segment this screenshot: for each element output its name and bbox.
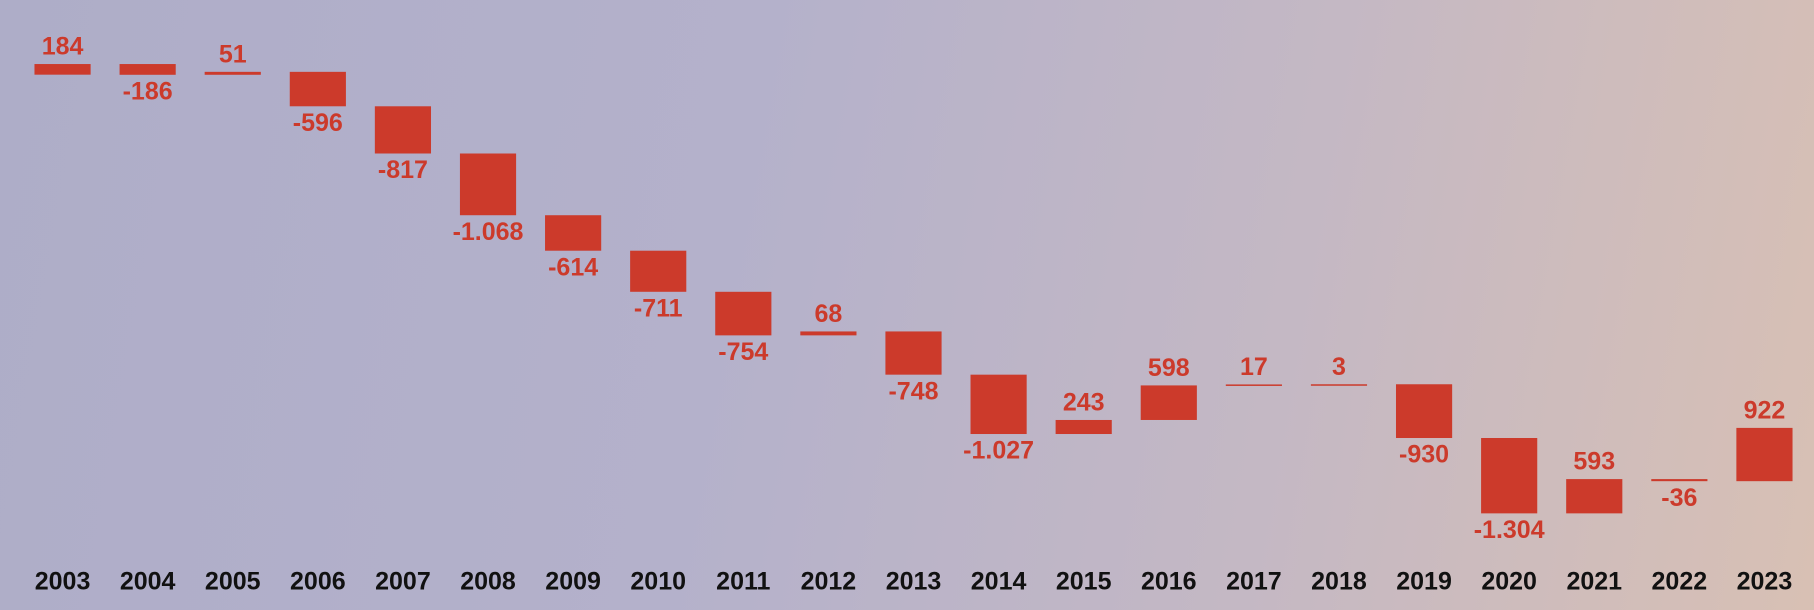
x-tick-label: 2003: [35, 568, 91, 596]
bar: [1566, 479, 1623, 514]
bar: [1140, 385, 1197, 420]
value-label: -596: [293, 109, 343, 137]
bar: [1055, 419, 1112, 435]
value-label: 17: [1240, 353, 1268, 381]
value-label: -817: [378, 156, 428, 184]
bar: [1481, 438, 1538, 514]
bar: [119, 64, 176, 75]
value-label: -711: [634, 294, 683, 322]
x-tick-label: 2005: [205, 568, 261, 596]
bar: [800, 331, 857, 336]
bar: [715, 291, 772, 336]
bar: [1225, 384, 1282, 386]
x-tick-label: 2010: [630, 568, 686, 596]
bar: [1310, 384, 1368, 386]
x-tick-label: 2018: [1311, 568, 1367, 596]
value-label: -614: [548, 253, 598, 281]
value-label: -1.027: [963, 437, 1034, 465]
x-tick-label: 2022: [1652, 568, 1708, 596]
value-label: 593: [1573, 448, 1615, 476]
bar: [545, 215, 602, 251]
bar: [1651, 479, 1708, 482]
value-label: -754: [718, 338, 768, 366]
value-label: -1.304: [1474, 516, 1545, 544]
x-tick-label: 2008: [460, 568, 516, 596]
value-label: 243: [1063, 389, 1105, 417]
x-tick-label: 2004: [120, 568, 176, 596]
x-tick-label: 2012: [801, 568, 857, 596]
value-label: -930: [1399, 441, 1449, 469]
bar: [374, 106, 432, 154]
x-tick-label: 2020: [1481, 568, 1537, 596]
x-tick-label: 2014: [971, 568, 1027, 596]
x-tick-label: 2007: [375, 568, 431, 596]
value-label: -36: [1661, 484, 1697, 512]
value-label: 51: [219, 40, 247, 68]
bar: [1736, 427, 1793, 482]
x-tick-label: 2023: [1737, 568, 1793, 596]
x-tick-label: 2013: [886, 568, 942, 596]
value-label: 598: [1148, 354, 1190, 382]
bar: [204, 71, 261, 75]
bar: [885, 331, 942, 375]
value-label: -186: [123, 77, 173, 105]
value-label: -1.068: [453, 218, 524, 246]
x-tick-label: 2017: [1226, 568, 1282, 596]
x-tick-label: 2006: [290, 568, 346, 596]
x-tick-label: 2011: [716, 568, 770, 596]
x-tick-label: 2015: [1056, 568, 1112, 596]
value-label: -748: [888, 377, 938, 405]
x-tick-label: 2019: [1396, 568, 1452, 596]
bar: [970, 374, 1027, 435]
value-label: 3: [1332, 353, 1346, 381]
bar: [630, 250, 687, 292]
value-label: 922: [1744, 397, 1786, 425]
x-tick-label: 2009: [545, 568, 601, 596]
bar: [34, 64, 91, 75]
value-label: 68: [814, 300, 842, 328]
bar: [459, 153, 517, 216]
x-tick-label: 2016: [1141, 568, 1197, 596]
value-label: 184: [42, 33, 84, 61]
bar: [1395, 384, 1453, 439]
bar: [289, 71, 346, 107]
x-tick-label: 2021: [1566, 568, 1622, 596]
